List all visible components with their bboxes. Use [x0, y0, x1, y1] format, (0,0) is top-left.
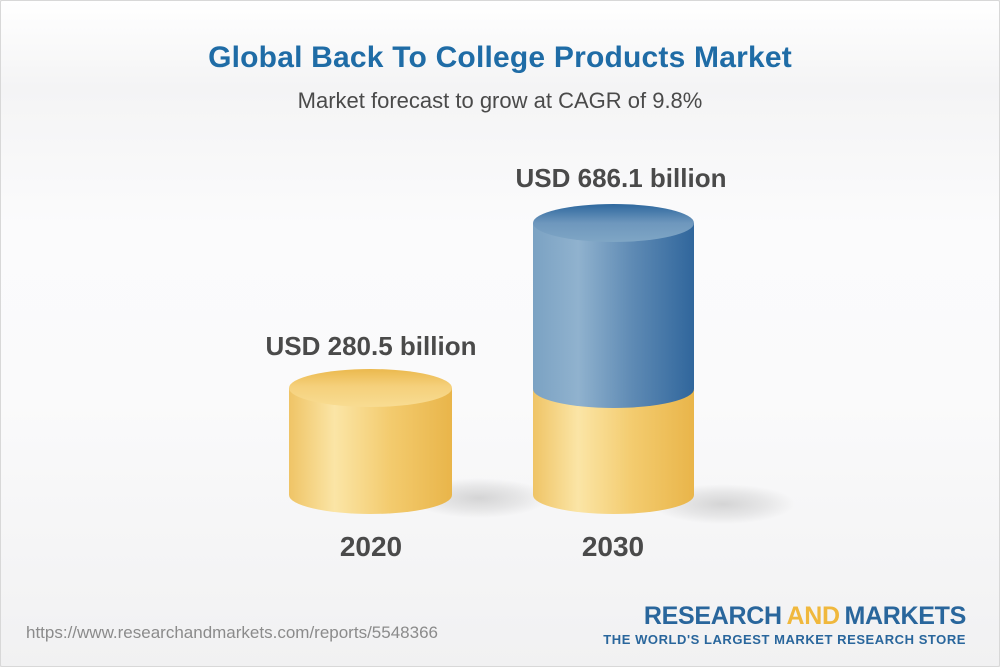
- axis-label-2020: 2020: [339, 531, 403, 562]
- logo-word-and: AND: [786, 602, 841, 630]
- research-and-markets-logo[interactable]: RESEARCH AND MARKETS THE WORLD'S LARGEST…: [603, 601, 966, 647]
- bar-2030-value-label: USD 686.1 billion: [515, 163, 727, 193]
- bar-2030-cylinder: [533, 204, 694, 514]
- bar-2030-base-segment: [533, 389, 694, 514]
- axis-label-2030: 2030: [581, 531, 645, 562]
- page-title: Global Back To College Products Market: [208, 41, 792, 74]
- bar-2020-value-label: USD 280.5 billion: [265, 331, 477, 361]
- logo-wordmark: RESEARCH AND MARKETS: [603, 601, 966, 631]
- logo-word-research: RESEARCH: [643, 602, 782, 630]
- logo-word-markets: MARKETS: [844, 602, 966, 630]
- report-url-link[interactable]: https://www.researchandmarkets.com/repor…: [26, 623, 438, 642]
- page-subtitle: Market forecast to grow at CAGR of 9.8%: [297, 88, 703, 113]
- bar-2030-top-segment: [533, 223, 694, 408]
- logo-tagline: THE WORLD'S LARGEST MARKET RESEARCH STOR…: [603, 632, 966, 647]
- bar-2020-cylinder: [289, 369, 452, 514]
